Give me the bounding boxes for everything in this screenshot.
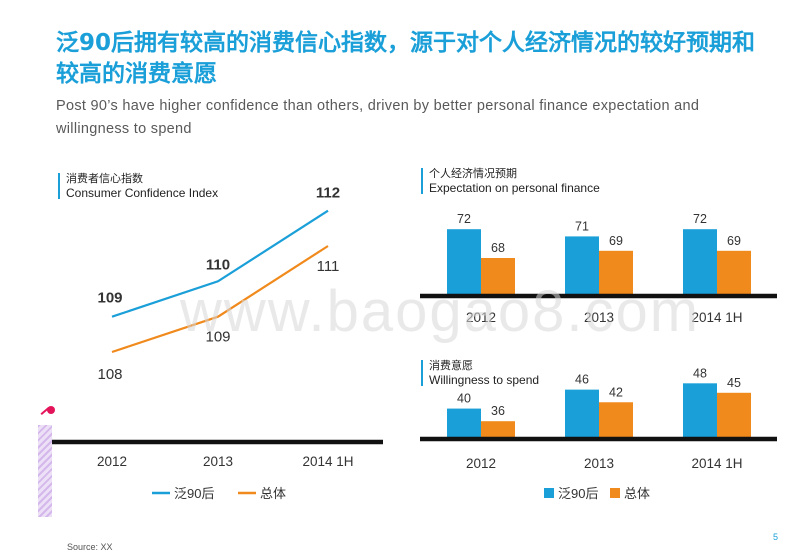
bar-1-data-label: 72 <box>457 212 471 226</box>
bar-legend-label: 泛90后 <box>558 486 598 501</box>
bar-chart-2-title-cn: 消费意愿 <box>429 359 473 372</box>
bar-1-data-label: 72 <box>693 212 707 226</box>
bar-1-x-tick-label: 2012 <box>466 310 496 325</box>
bar-2-data-label: 42 <box>609 385 623 399</box>
decorative-stripe <box>38 425 52 517</box>
bar-1-series-1 <box>717 250 751 294</box>
bar-1-series-0 <box>447 229 481 294</box>
bar-2-data-label: 45 <box>727 376 741 390</box>
label-accent-bar <box>421 360 423 386</box>
bar-2-data-label: 40 <box>457 392 471 406</box>
bar-chart-1-title-en: Expectation on personal finance <box>429 181 600 195</box>
bar-legend-swatch <box>544 488 554 498</box>
line-series-0 <box>111 209 329 318</box>
line-chart-title-en: Consumer Confidence Index <box>66 186 219 200</box>
line-legend-label: 总体 <box>260 486 286 501</box>
bar-2-series-0 <box>683 383 717 437</box>
line-legend-label: 泛90后 <box>174 486 214 501</box>
line-series-1 <box>111 245 329 354</box>
line-data-label: 109 <box>205 329 230 346</box>
bar-chart-2-label: 消费意愿 Willingness to spend <box>421 358 539 388</box>
page-number: 5 <box>773 532 779 542</box>
watermark: www.baogao8.com <box>180 279 701 344</box>
line-data-label: 112 <box>316 185 340 202</box>
bar-2-data-label: 46 <box>575 373 589 387</box>
bar-2-x-tick-label: 2013 <box>584 456 614 471</box>
bar-1-x-tick-label: 2013 <box>584 310 614 325</box>
bar-chart-1-label: 个人经济情况预期 Expectation on personal finance <box>421 166 600 196</box>
bar-chart-1-title-cn: 个人经济情况预期 <box>429 167 517 180</box>
bar-2-data-label: 36 <box>491 404 505 418</box>
line-x-tick-label: 2013 <box>203 454 233 469</box>
label-accent-bar <box>58 173 60 199</box>
page-subtitle: Post 90’s have higher confidence than ot… <box>56 98 700 137</box>
label-accent-bar <box>421 168 423 194</box>
line-data-label: 108 <box>97 366 122 383</box>
bar-2-x-tick-label: 2014 1H <box>691 456 742 471</box>
bar-1-series-1 <box>599 250 633 294</box>
bar-2-data-label: 48 <box>693 366 707 380</box>
decorative-dot <box>47 406 55 414</box>
line-data-label: 111 <box>317 258 340 275</box>
bar-1-data-label: 71 <box>575 219 589 233</box>
bar-2-series-1 <box>599 402 633 437</box>
source-note: Source: XX <box>67 542 113 552</box>
bar-1-data-label: 69 <box>727 234 741 248</box>
bar-1-data-label: 69 <box>609 234 623 248</box>
bar-chart-2-title-en: Willingness to spend <box>429 373 540 387</box>
line-x-tick-label: 2014 1H <box>302 454 353 469</box>
line-data-label: 109 <box>97 290 122 307</box>
line-data-label: 110 <box>206 256 230 273</box>
bar-1-data-label: 68 <box>491 241 505 255</box>
bar-2-x-tick-label: 2012 <box>466 456 496 471</box>
bar-legend-swatch <box>610 488 620 498</box>
bar-2-series-1 <box>481 421 515 437</box>
bar-1-x-tick-label: 2014 1H <box>691 310 742 325</box>
line-chart-label: 消费者信心指数 Consumer Confidence Index <box>58 171 218 201</box>
line-chart-title-cn: 消费者信心指数 <box>66 172 143 185</box>
line-x-tick-label: 2012 <box>97 454 127 469</box>
page-title: 泛90后拥有较高的消费信心指数，源于对个人经济情况的较好预期和较高的消费意愿 <box>56 30 756 87</box>
bar-1-series-1 <box>481 258 515 294</box>
bar-1-series-0 <box>683 229 717 294</box>
bar-2-series-0 <box>447 408 481 437</box>
bar-2-series-1 <box>717 392 751 437</box>
bar-legend-label: 总体 <box>624 486 650 501</box>
bar-1-series-0 <box>565 236 599 294</box>
bar-2-series-0 <box>565 389 599 437</box>
